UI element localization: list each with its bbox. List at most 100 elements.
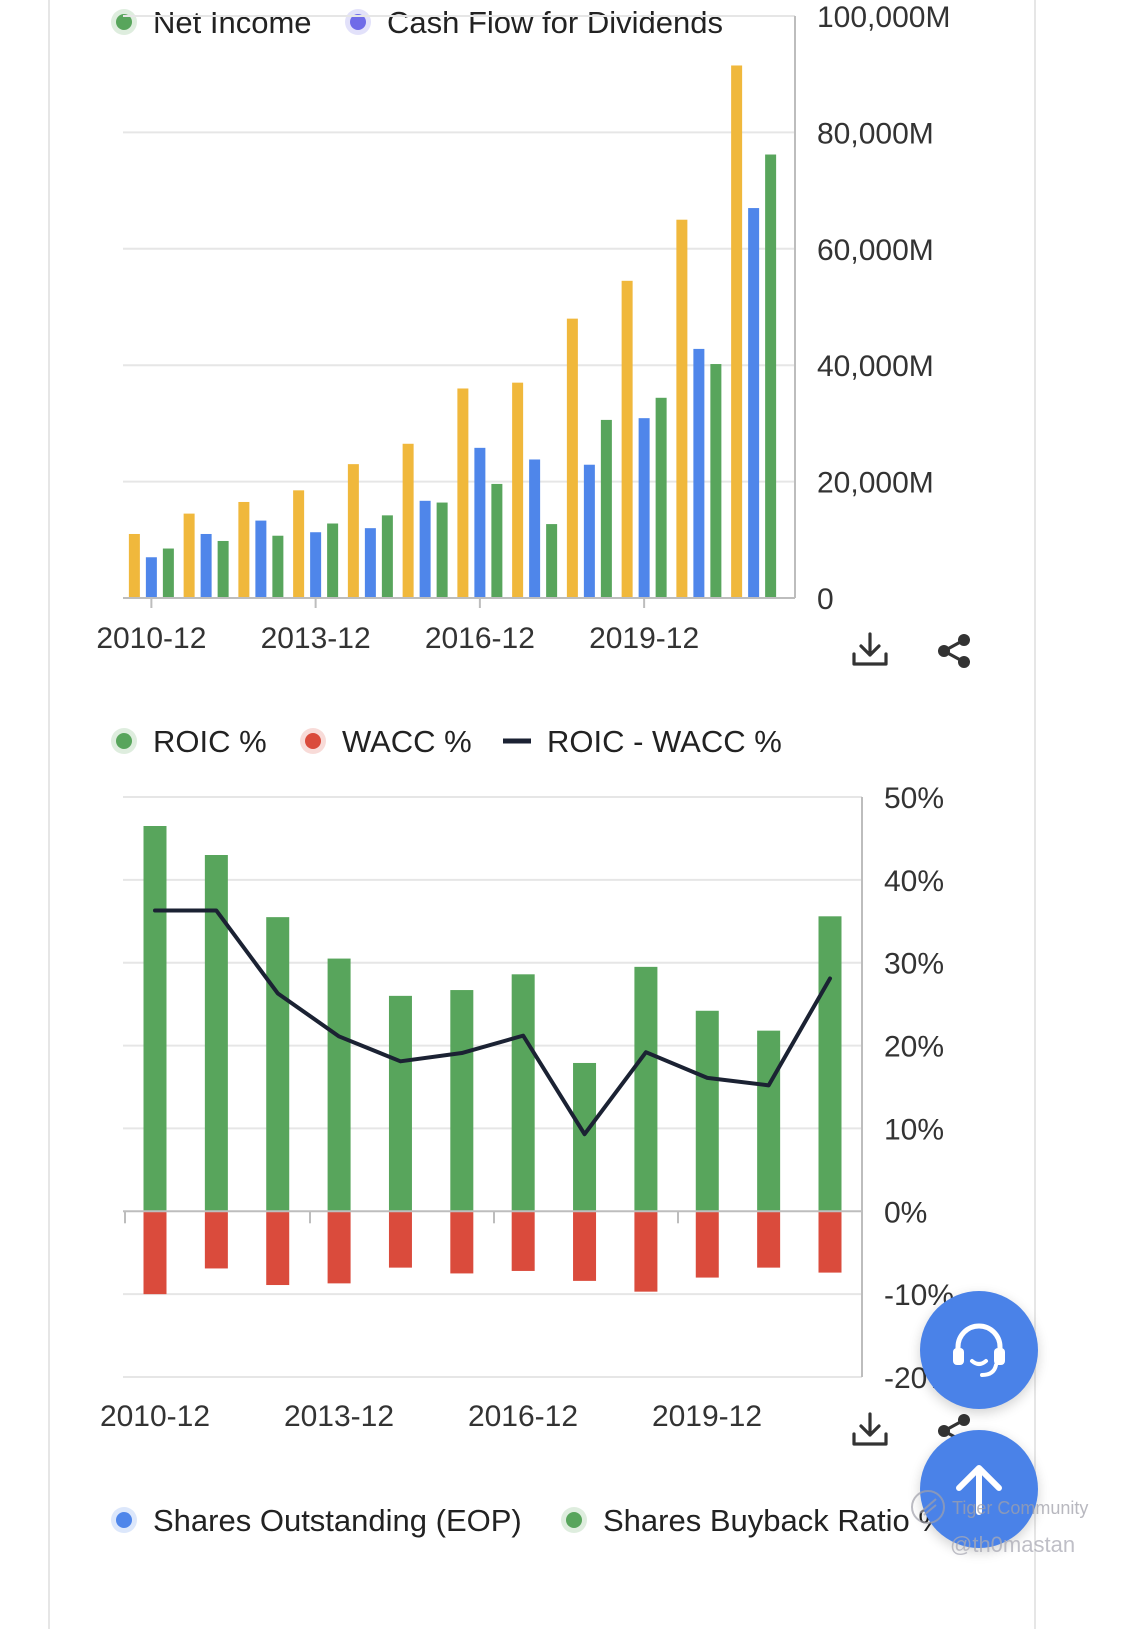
arrow-up-glyph [956,1465,1002,1515]
bar-wacc-2011-12 [204,1211,228,1269]
legend-marker-roic [116,733,132,749]
share-node-bottom [958,656,970,668]
download-tray-glyph [852,652,888,666]
bar-roic-2020-12 [757,1030,781,1212]
bar-net-income-2017-12 [546,524,558,598]
bar-net-income-2021-12 [765,154,777,599]
bar-blue-series-legend-not-shown-2017-12 [529,459,541,598]
chart1-y-tick-labels: 0 20,000M 40,000M 60,000M 80,000M 100,000M [817,1,950,616]
y-tick-label: 10% [884,1113,944,1146]
legend-item-net-income[interactable]: Net Income [111,5,312,40]
legend-item-shares-buyback-ratio[interactable]: Shares Buyback Ratio % [561,1503,946,1538]
x-tick-label: 2019-12 [589,622,699,655]
legend-label-wacc: WACC % [342,724,472,759]
bar-roic-2010-12 [143,826,167,1212]
download-tray-glyph [852,1432,888,1446]
bar-yellow-series-legend-not-shown-2016-12 [457,388,469,598]
bar-blue-series-legend-not-shown-2021-12 [748,208,760,598]
bar-yellow-series-legend-not-shown-2020-12 [676,219,688,598]
bar-roic-2013-12 [327,958,351,1212]
chart3-legend[interactable]: Shares Outstanding (EOP) Shares Buyback … [0,1480,1125,1629]
x-tick-label: 2016-12 [425,622,535,655]
legend-item-wacc[interactable]: WACC % [300,724,472,759]
legend-item-cash-flow-dividends[interactable]: Cash Flow for Dividends [345,5,723,40]
chart1-bars [128,65,777,599]
page-edge-left [48,0,50,1629]
watermark-handle: @th0mastan [950,1532,1076,1557]
bar-wacc-2020-12 [757,1211,781,1268]
chart2-legend[interactable]: ROIC % WACC % ROIC - WACC % [111,724,782,759]
logo-strokes [919,1498,937,1516]
bar-blue-series-legend-not-shown-2018-12 [583,464,595,598]
bar-net-income-2018-12 [600,419,612,598]
scroll-to-top-button[interactable] [920,1430,1038,1548]
legend-marker-net-income [116,14,132,30]
share-node-left [938,1425,950,1437]
bar-wacc-2016-12 [511,1211,535,1271]
chart2-y-tick-labels: 50%40%30%20%10%0%-10%-20% [884,782,954,1395]
bar-yellow-series-legend-not-shown-2015-12 [402,443,414,598]
headset-ear-right [994,1348,1005,1365]
bar-net-income-2015-12 [436,502,448,598]
support-chat-button[interactable] [920,1291,1038,1409]
bar-net-income-2016-12 [491,483,503,598]
bar-roic-2018-12 [634,966,658,1212]
bar-net-income-2014-12 [381,515,393,598]
chart-roic-wacc: ROIC % WACC % ROIC - WACC % 50% 40% 30% 20%… [100,724,970,1452]
download-arrow-glyph [859,1412,881,1437]
watermark-brand: Tiger Community [952,1498,1089,1518]
x-tick-label: 2010-12 [100,1400,210,1433]
bar-net-income-2020-12 [710,364,722,598]
legend-marker-cash-flow-dividends [350,14,366,30]
x-tick-label: 2010-12 [96,622,206,655]
bar-net-income-2010-12 [162,548,174,598]
line-roic-minus-wacc [153,908,832,1137]
chart1-legend[interactable]: Net Income Cash Flow for Dividends [111,5,723,40]
bar-roic-2011-12 [204,855,228,1212]
bar-wacc-2012-12 [266,1211,290,1286]
legend-item-roic-minus-wacc[interactable]: ROIC - WACC % [503,724,782,759]
bar-wacc-2017-12 [573,1211,597,1281]
bar-yellow-series-legend-not-shown-2014-12 [347,464,359,598]
download-arrow-glyph [859,632,881,657]
bar-roic-2019-12 [695,1010,719,1212]
bar-roic-2021-12 [818,916,842,1212]
y-tick-label: 80,000M [817,117,934,150]
x-tick-label: 2013-12 [261,622,371,655]
legend-label-cash-flow-dividends: Cash Flow for Dividends [387,5,723,40]
legend-label-net-income: Net Income [153,5,312,40]
x-tick-label: 2019-12 [652,1400,762,1433]
legend-item-roic[interactable]: ROIC % [111,724,267,759]
tiger-community-logo [911,1490,945,1524]
bar-blue-series-legend-not-shown-2020-12 [693,348,705,598]
chart1-x-tick-labels: 2010-12 2013-12 2016-12 2019-12 [96,622,699,655]
bar-net-income-2012-12 [272,535,284,598]
chart2-axes [123,797,863,1377]
bar-blue-series-legend-not-shown-2010-12 [145,557,157,598]
bar-blue-series-legend-not-shown-2015-12 [419,500,431,598]
bar-blue-series-legend-not-shown-2016-12 [474,447,486,598]
bar-net-income-2019-12 [655,397,667,598]
y-tick-label: 60,000M [817,234,934,267]
headset-smile [970,1359,988,1366]
bar-yellow-series-legend-not-shown-2013-12 [293,490,305,598]
bar-net-income-2013-12 [327,523,339,598]
y-tick-label: 20,000M [817,467,934,500]
bar-wacc-2013-12 [327,1211,351,1284]
bar-yellow-series-legend-not-shown-2018-12 [566,318,578,598]
bar-roic-2014-12 [388,995,412,1212]
arrow-up-icon [956,1465,1002,1515]
bar-yellow-series-legend-not-shown-2021-12 [731,65,743,599]
legend-item-shares-outstanding[interactable]: Shares Outstanding (EOP) [111,1503,522,1538]
download-icon[interactable] [848,628,892,672]
legend-marker-wacc [305,733,321,749]
bar-roic-2015-12 [450,990,474,1212]
download-icon[interactable] [848,1408,892,1452]
x-tick-label: 2013-12 [284,1400,394,1433]
chart2-x-tick-labels: 2010-12 2013-12 2016-12 2019-12 [100,1400,762,1433]
bar-blue-series-legend-not-shown-2013-12 [310,532,322,598]
bar-yellow-series-legend-not-shown-2011-12 [183,513,195,598]
share-icon[interactable] [932,630,976,672]
page-edge-right [1034,0,1036,1629]
y-tick-label: 100,000M [817,1,950,34]
